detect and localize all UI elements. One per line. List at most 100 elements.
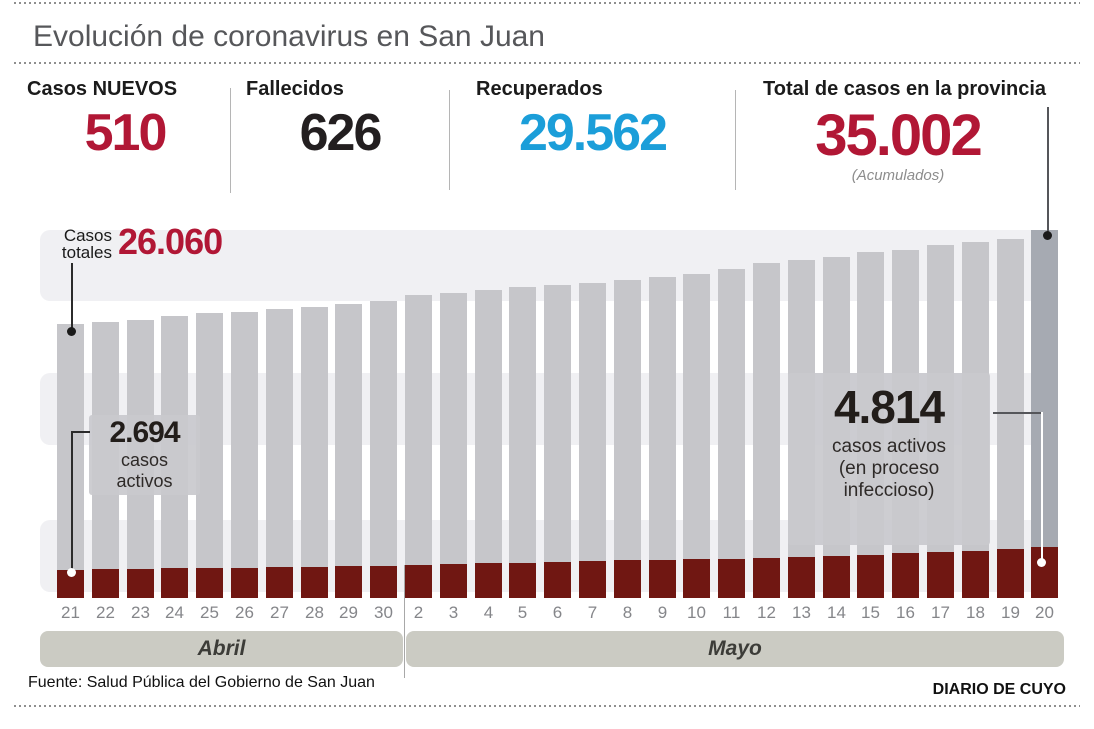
active-cases-bar: [266, 567, 293, 598]
total-cases-bar: [1031, 230, 1058, 598]
active-cases-bar: [892, 553, 919, 598]
month-band-mayo: Mayo: [406, 631, 1064, 667]
active-cases-bar: [231, 568, 258, 598]
stat-divider-3: [735, 90, 736, 190]
first-active-annotation-box: 2.694 casos activos: [89, 415, 200, 495]
month-separator-line: [404, 565, 405, 678]
first-total-label: Casos totales: [50, 227, 112, 261]
last-active-connector-hline: [993, 412, 1042, 414]
day-axis-label: 6: [552, 603, 563, 622]
bottom-dotted-rule: [14, 705, 1080, 707]
stat-divider-1: [230, 88, 231, 193]
total-cases-bar: [579, 283, 606, 598]
day-axis-label: 13: [792, 603, 811, 622]
active-cases-bar: [718, 559, 745, 598]
month-label-mayo: Mayo: [708, 637, 762, 660]
active-cases-bar: [301, 567, 328, 598]
day-axis-label: 24: [165, 603, 184, 622]
day-axis-label: 29: [339, 603, 358, 622]
first-total-label-line1: Casos: [63, 226, 112, 245]
total-cases-bar: [997, 239, 1024, 598]
source-text: Fuente: Salud Pública del Gobierno de Sa…: [28, 674, 375, 691]
total-cases-bar: [718, 269, 745, 598]
last-active-value: 4.814: [833, 381, 945, 433]
total-cases-bar: [753, 263, 780, 598]
day-axis-label: 12: [757, 603, 776, 622]
total-cases-bar: [440, 293, 467, 598]
page-title: Evolución de coronavirus en San Juan: [33, 20, 545, 53]
active-cases-bar: [788, 557, 815, 598]
stat-recuperados: Recuperados 29.562: [450, 78, 735, 159]
last-active-annotation-box: 4.814 casos activos (en proceso infeccio…: [788, 373, 990, 545]
active-cases-bar: [370, 566, 397, 598]
total-connector-dot: [1043, 231, 1052, 240]
day-axis-label: 7: [587, 603, 598, 622]
total-cases-bar: [544, 285, 571, 598]
first-total-connector-line: [71, 263, 73, 329]
total-cases-bar: [509, 287, 536, 598]
active-cases-bar: [683, 559, 710, 598]
first-active-value: 2.694: [109, 416, 180, 449]
first-total-label-line2: totales: [61, 243, 112, 262]
active-cases-bar: [509, 563, 536, 598]
day-axis-label: 9: [657, 603, 668, 622]
top-dotted-rule: [14, 2, 1080, 4]
day-axis-label: 17: [931, 603, 950, 622]
active-cases-bar: [649, 560, 676, 598]
title-dotted-rule: [14, 62, 1080, 64]
active-cases-bar: [962, 551, 989, 598]
stat-label: Recuperados: [476, 78, 603, 100]
active-cases-bar: [927, 552, 954, 598]
day-axis-label: 2: [413, 603, 424, 622]
month-label-abril: Abril: [197, 637, 246, 660]
total-cases-bar: [57, 324, 84, 598]
day-axis-label: 18: [966, 603, 985, 622]
active-cases-bar: [161, 568, 188, 598]
total-cases-bar: [614, 280, 641, 598]
first-active-label: casos activos: [116, 450, 173, 491]
first-active-connector-hline: [71, 431, 90, 433]
total-cases-bar: [266, 309, 293, 598]
day-axis-label: 25: [200, 603, 219, 622]
stat-label: Fallecidos: [246, 78, 344, 100]
last-active-connector-dot: [1037, 558, 1046, 567]
total-cases-bar: [475, 290, 502, 598]
stat-label: Total de casos en la provincia: [763, 78, 1047, 100]
day-axis-label: 4: [483, 603, 494, 622]
day-axis-label: 15: [861, 603, 880, 622]
stat-value: 29.562: [518, 104, 668, 162]
total-cases-bar: [301, 307, 328, 598]
total-cases-bar: [196, 313, 223, 598]
stat-divider-2: [449, 90, 450, 190]
day-axis-label: 3: [448, 603, 459, 622]
active-cases-bar: [753, 558, 780, 598]
day-axis-label: 20: [1035, 603, 1054, 622]
day-axis-label: 19: [1001, 603, 1020, 622]
last-active-label: casos activos (en proceso infeccioso): [831, 436, 947, 501]
stat-total-provincia: Total de casos en la provincia 35.002 (A…: [736, 78, 1060, 184]
active-cases-bar: [579, 561, 606, 598]
total-cases-bar: [231, 312, 258, 598]
stat-value: 626: [299, 104, 383, 162]
active-cases-bar: [196, 568, 223, 598]
stat-fallecidos: Fallecidos 626: [231, 78, 449, 159]
day-axis-label: 8: [622, 603, 633, 622]
stat-value: 510: [84, 104, 168, 162]
total-cases-bar: [370, 301, 397, 598]
stat-casos-nuevos: Casos NUEVOS 510: [20, 78, 230, 159]
active-cases-bar: [823, 556, 850, 598]
active-cases-bar: [857, 555, 884, 598]
last-active-connector-vline: [1041, 412, 1043, 562]
day-axis-label: 21: [61, 603, 80, 622]
stat-note: (Acumulados): [851, 167, 945, 184]
active-cases-bar: [127, 569, 154, 598]
day-axis-label: 23: [131, 603, 150, 622]
active-cases-bar: [440, 564, 467, 598]
total-cases-bar: [649, 277, 676, 598]
day-axis-label: 22: [96, 603, 115, 622]
day-axis-label: 11: [722, 603, 741, 622]
day-axis-label: 26: [235, 603, 254, 622]
day-axis-label: 10: [687, 603, 706, 622]
